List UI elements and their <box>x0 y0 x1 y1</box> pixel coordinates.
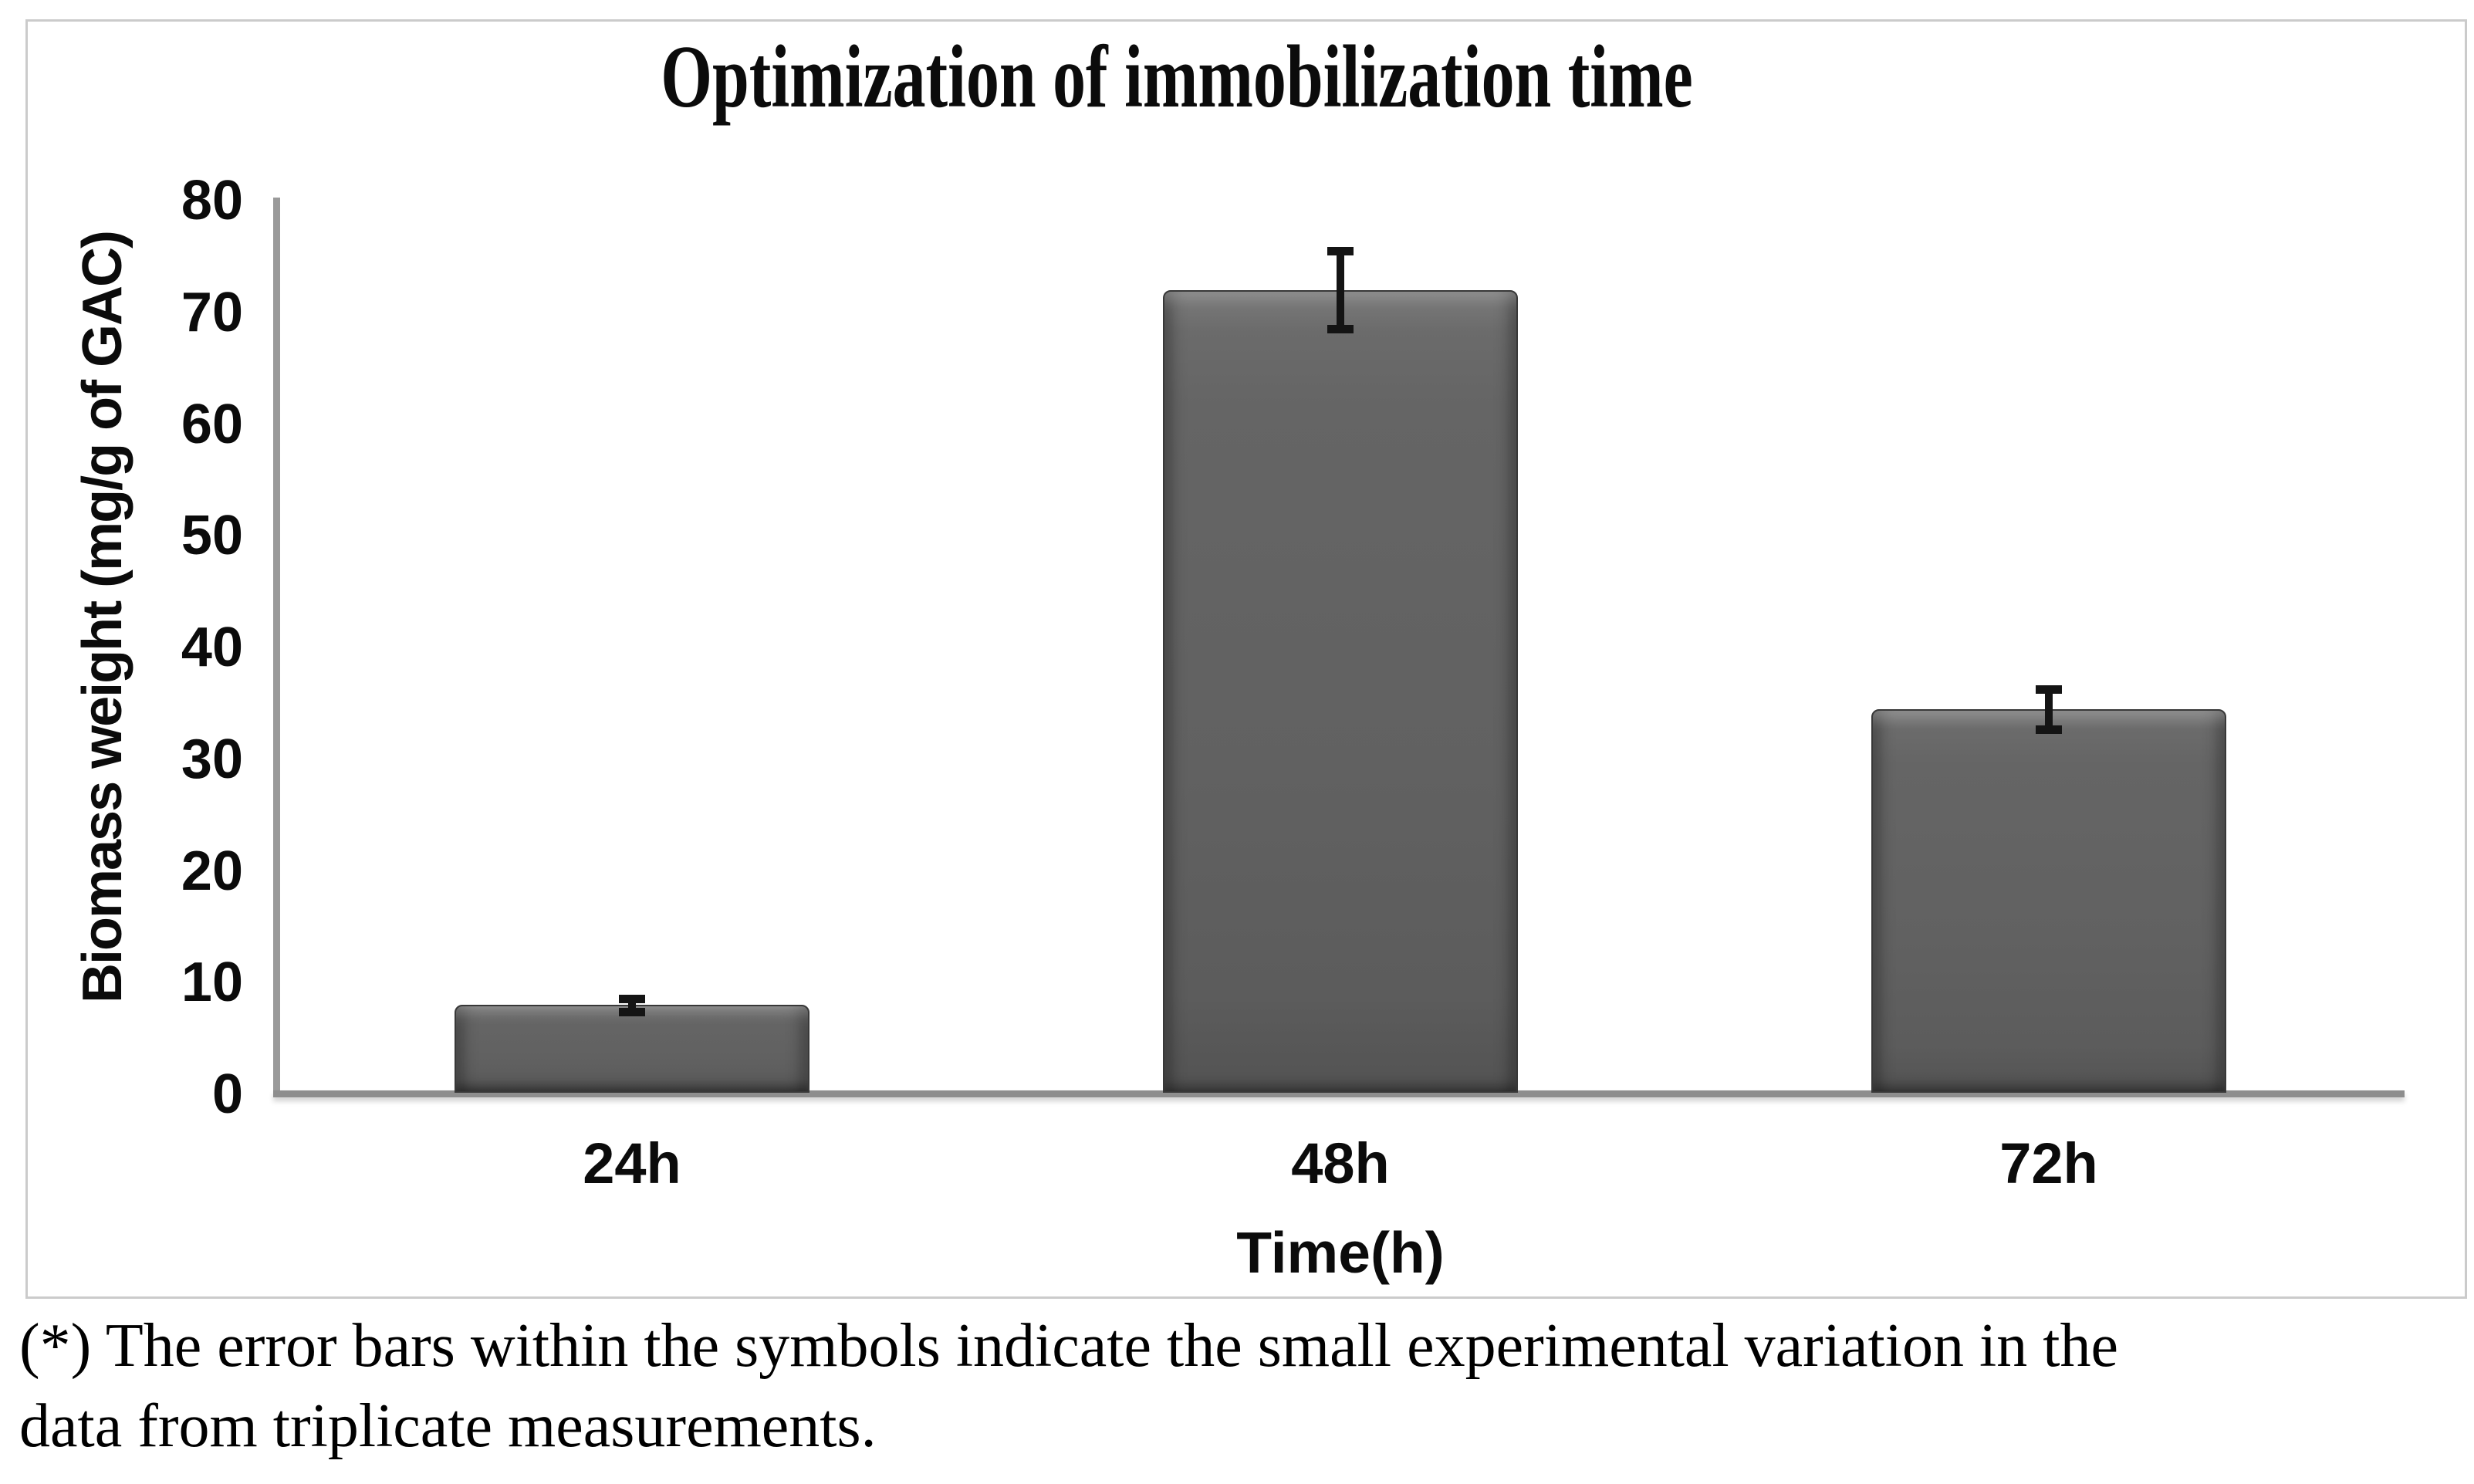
y-tick-label-80: 80 <box>181 170 243 232</box>
bar-72h <box>1871 708 2226 1093</box>
x-axis-line <box>273 1090 2405 1097</box>
error-bar-cap-bottom-72h <box>2036 725 2062 734</box>
footnote-line-1: (*) The error bars within the symbols in… <box>19 1312 2118 1380</box>
y-tick-label-0: 0 <box>211 1063 243 1125</box>
footnote-line-2: data from triplicate measurements. <box>19 1392 877 1460</box>
x-tick-label-24h: 24h <box>583 1131 681 1195</box>
x-axis-title: Time(h) <box>1236 1220 1445 1285</box>
y-tick-label-30: 30 <box>181 728 243 790</box>
x-tick-label-72h: 72h <box>1999 1131 2098 1195</box>
error-bar-stem-24h <box>628 998 636 1012</box>
error-bar-cap-bottom-24h <box>619 1007 645 1016</box>
y-tick-label-60: 60 <box>181 393 243 455</box>
error-bar-cap-bottom-48h <box>1327 325 1354 334</box>
error-bar-cap-top-72h <box>2036 685 2062 694</box>
error-bar-cap-top-24h <box>619 994 645 1003</box>
error-bar-cap-top-48h <box>1327 247 1354 256</box>
y-tick-label-20: 20 <box>181 840 243 902</box>
y-axis-line <box>273 198 280 1097</box>
y-tick-label-70: 70 <box>181 281 243 343</box>
y-tick-label-40: 40 <box>181 617 243 678</box>
x-tick-label-48h: 48h <box>1291 1131 1390 1195</box>
bar-24h <box>455 1005 809 1093</box>
figure-footnote: (*) The error bars within the symbols in… <box>19 1306 2462 1466</box>
error-bar-stem-48h <box>1337 251 1344 330</box>
error-bar-stem-72h <box>2045 688 2053 729</box>
bar-48h <box>1163 289 1518 1093</box>
y-tick-label-50: 50 <box>181 505 243 567</box>
y-tick-label-10: 10 <box>181 952 243 1014</box>
chart-title: Optimization of immobilization time <box>661 28 1693 127</box>
